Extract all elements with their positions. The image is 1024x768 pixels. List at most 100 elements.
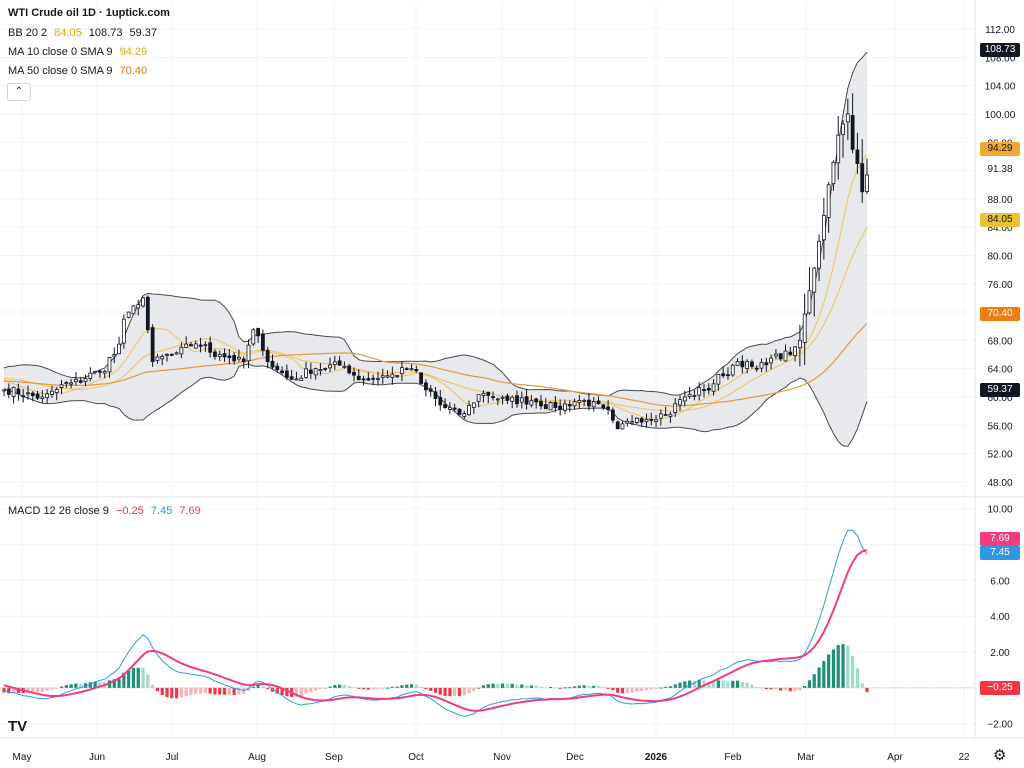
- candle-body: [826, 184, 831, 218]
- candle: [126, 311, 131, 319]
- macd-legend-label: MACD 12 26 close 9: [8, 505, 109, 517]
- candle: [658, 409, 663, 426]
- macd-histogram-bar: [630, 687, 634, 693]
- bollinger-basis-line: [3, 226, 868, 412]
- candle-body: [726, 374, 730, 377]
- macd-histogram-bar: [520, 684, 524, 688]
- candle-body: [117, 343, 121, 355]
- candle-body: [395, 375, 400, 377]
- candle: [26, 385, 30, 400]
- candle: [850, 93, 855, 154]
- candle-body: [428, 388, 433, 392]
- candle-body: [323, 367, 328, 370]
- candle: [131, 305, 136, 315]
- macd-histogram-bar: [644, 687, 649, 691]
- macd-histogram-bar: [409, 684, 414, 688]
- macd-histogram-bar: [750, 684, 754, 688]
- macd-histogram-bar: [136, 667, 140, 688]
- time-tick-label: Mar: [797, 752, 815, 763]
- bb-upper-value: 108.73: [88, 27, 123, 39]
- time-tick-label: May: [13, 752, 32, 763]
- candle: [620, 420, 625, 430]
- candle-body: [141, 297, 145, 307]
- candle: [93, 370, 97, 375]
- candle-body: [702, 389, 706, 392]
- candle: [275, 362, 280, 373]
- candle: [184, 336, 189, 349]
- macd-histogram-bar: [189, 687, 193, 696]
- candle-body: [11, 386, 16, 397]
- macd-histogram-bar: [822, 661, 826, 688]
- candle: [16, 383, 21, 401]
- candle-body: [69, 382, 74, 385]
- candle-body: [337, 360, 342, 366]
- candle-body: [543, 404, 548, 410]
- candle: [831, 160, 836, 191]
- macd-signal-tag: 7.69: [980, 532, 1020, 546]
- bb-legend-label: BB 20 2: [8, 27, 48, 39]
- candle: [404, 367, 409, 371]
- macd-histogram-bar: [429, 687, 433, 691]
- candle: [778, 353, 783, 362]
- candle-body: [534, 398, 539, 403]
- candle-body: [462, 413, 467, 417]
- collapse-legend-button[interactable]: ⌃: [7, 83, 31, 101]
- macd-histogram-bar: [381, 687, 385, 689]
- ma10-value: 94.29: [119, 46, 148, 58]
- candle: [826, 181, 831, 233]
- macd-histogram-bar: [568, 687, 572, 689]
- candle-body: [821, 214, 826, 241]
- candle-body: [587, 399, 591, 407]
- candle: [821, 197, 826, 260]
- candle: [400, 360, 404, 382]
- candle: [457, 408, 462, 416]
- gear-icon[interactable]: ⚙: [993, 747, 1007, 764]
- candle-body: [390, 373, 395, 378]
- time-tick-label: Jul: [166, 752, 179, 763]
- macd-histogram-bar: [587, 686, 591, 688]
- macd-histogram-bar: [424, 687, 428, 690]
- candle: [543, 398, 548, 410]
- candle: [730, 363, 735, 377]
- macd-histogram-bar: [170, 687, 174, 699]
- candle-body: [265, 349, 270, 362]
- candle-body: [486, 391, 491, 396]
- candle-body: [630, 421, 634, 424]
- candle: [860, 139, 865, 203]
- candle-body: [697, 387, 702, 396]
- macd-histogram-bar: [860, 683, 864, 688]
- macd-histogram-bar: [457, 687, 462, 697]
- candle-body: [45, 393, 50, 398]
- candle-body: [213, 351, 217, 357]
- candle-body: [328, 364, 332, 369]
- macd-histogram-bar: [237, 687, 241, 695]
- macd-histogram-bar: [697, 680, 701, 688]
- candle-body: [452, 407, 457, 410]
- candle: [6, 383, 11, 399]
- candle: [409, 364, 414, 371]
- candle: [189, 342, 193, 347]
- macd-histogram: [2, 644, 869, 699]
- bb-basis-tag: 84.05: [980, 213, 1020, 227]
- candle-body: [548, 402, 553, 411]
- macd-tick-label: 10.00: [987, 505, 1012, 516]
- macd-histogram-bar: [213, 687, 217, 695]
- candle: [97, 369, 102, 378]
- candle-body: [687, 393, 692, 398]
- macd-line: [3, 529, 868, 717]
- candle: [510, 395, 515, 409]
- candle-body: [184, 343, 189, 348]
- macd-histogram-bar: [759, 687, 764, 689]
- macd-histogram-bar: [481, 685, 486, 688]
- macd-histogram-bar: [649, 687, 653, 690]
- candle-body: [740, 360, 745, 368]
- macd-histogram-bar: [433, 687, 438, 693]
- candle: [572, 398, 577, 410]
- macd-histogram-bar: [352, 687, 356, 689]
- macd-histogram-bar: [251, 686, 255, 688]
- candle: [198, 337, 203, 353]
- candle-body: [596, 400, 601, 405]
- candle-body: [582, 399, 587, 402]
- price-axis: 112.00108.00104.00100.0096.0092.0088.008…: [985, 25, 1016, 489]
- tradingview-logo[interactable]: TV: [8, 718, 28, 735]
